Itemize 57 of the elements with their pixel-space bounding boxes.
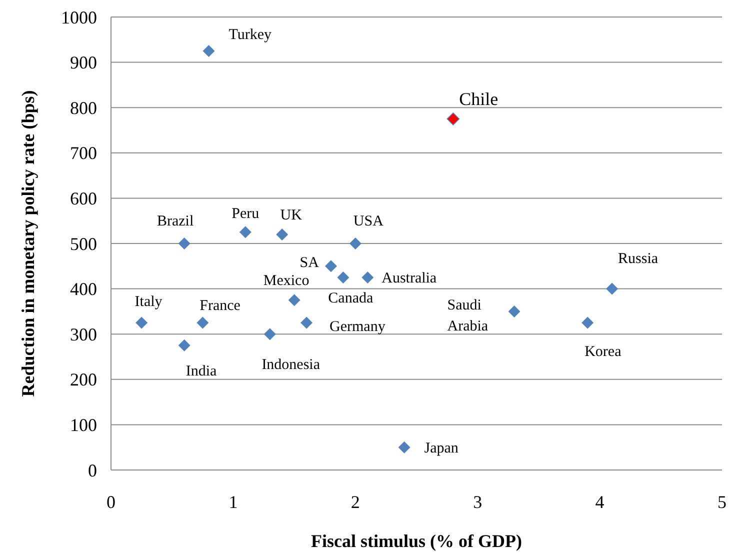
annotation: Indonesia: [262, 357, 320, 374]
x-tick-label: 0: [106, 492, 116, 512]
y-tick-label: 100: [70, 415, 97, 435]
annotation: Saudi Arabia: [447, 297, 488, 334]
y-tick-label: 500: [70, 234, 97, 254]
y-tick-label: 0: [88, 460, 97, 480]
annotation: Turkey: [228, 26, 272, 43]
point: [508, 305, 520, 318]
annotation: SA: [300, 255, 320, 272]
x-tick-label: 2: [350, 492, 360, 512]
point: [288, 294, 300, 306]
y-tick-label: 200: [70, 370, 97, 390]
annotation: Mexico: [263, 273, 310, 290]
point: [606, 282, 618, 295]
point: [178, 238, 190, 250]
y-axis-title: Reduction in monetary policy rate (bps): [18, 90, 38, 397]
point: [337, 271, 350, 284]
annotation: Russia: [618, 250, 658, 267]
y-tick-label: 400: [70, 279, 97, 300]
annotation: Australia: [382, 270, 437, 286]
y-tick-label: 1000: [61, 7, 97, 28]
annotation: Canada: [328, 290, 374, 306]
point: [324, 260, 337, 272]
annotation: Korea: [584, 344, 622, 360]
annotation: Germany: [330, 318, 386, 335]
annotation: Peru: [232, 206, 260, 222]
point: [300, 316, 313, 329]
y-tick-label: 600: [70, 188, 97, 208]
annotation: France: [200, 298, 241, 314]
x-tick-label: 4: [595, 492, 604, 512]
x-tick-label: 3: [473, 492, 482, 512]
point: [446, 112, 460, 126]
y-tick-label: 300: [70, 324, 97, 344]
y-tick-label: 900: [70, 52, 97, 73]
annotation: Chile: [459, 88, 498, 109]
annotation: India: [186, 363, 218, 380]
point: [276, 228, 288, 240]
y-tick-label: 700: [70, 143, 97, 164]
y-tick-label: 800: [70, 98, 97, 118]
x-axis-title: Fiscal stimulus (% of GDP): [311, 531, 522, 551]
annotation: USA: [353, 214, 384, 230]
point: [362, 271, 374, 284]
point: [582, 316, 594, 329]
annotation: Italy: [134, 294, 163, 310]
annotation: Brazil: [156, 214, 194, 230]
point: [349, 238, 362, 250]
point: [136, 316, 148, 329]
x-tick-label: 1: [228, 492, 238, 512]
annotation: UK: [280, 207, 302, 224]
point: [239, 226, 252, 238]
annotation: Japan: [424, 440, 459, 456]
point: [196, 316, 209, 329]
point: [398, 441, 410, 454]
point: [178, 339, 190, 352]
point: [264, 328, 276, 340]
point: [202, 44, 215, 57]
x-tick-label: 5: [718, 492, 726, 512]
